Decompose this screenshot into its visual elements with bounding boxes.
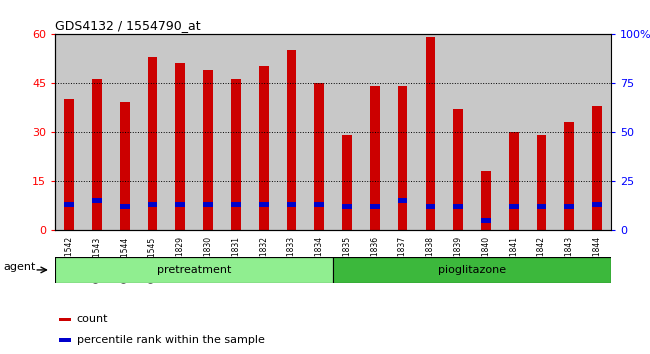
Bar (194, 34, 222, 230)
Bar (92, 80, 102, 230)
Bar (398, 198, 408, 203)
Bar (138, 34, 166, 230)
Bar (231, 202, 240, 207)
Text: pretreatment: pretreatment (157, 265, 231, 275)
Bar (342, 135, 352, 230)
Bar (259, 67, 268, 230)
Bar (342, 204, 352, 209)
Bar (333, 257, 611, 283)
Bar (564, 204, 574, 209)
Bar (481, 218, 491, 223)
Text: count: count (77, 314, 108, 324)
Bar (231, 80, 240, 230)
Bar (426, 37, 436, 230)
Bar (426, 204, 436, 209)
Bar (203, 70, 213, 230)
Bar (306, 34, 333, 230)
Bar (592, 202, 602, 207)
Bar (287, 202, 296, 207)
Bar (120, 102, 129, 230)
Bar (537, 204, 547, 209)
Bar (555, 34, 583, 230)
Bar (222, 34, 250, 230)
Bar (250, 34, 278, 230)
Bar (481, 171, 491, 230)
Bar (453, 204, 463, 209)
Bar (59, 338, 71, 342)
Bar (64, 99, 74, 230)
Bar (472, 34, 500, 230)
Bar (59, 318, 71, 321)
Bar (278, 34, 306, 230)
Bar (176, 63, 185, 230)
Bar (453, 109, 463, 230)
Bar (148, 202, 157, 207)
Bar (509, 204, 519, 209)
Text: percentile rank within the sample: percentile rank within the sample (77, 335, 265, 344)
Bar (564, 122, 574, 230)
Bar (389, 34, 417, 230)
Bar (537, 135, 547, 230)
Bar (64, 202, 74, 207)
Bar (176, 202, 185, 207)
Bar (315, 202, 324, 207)
Text: agent: agent (3, 262, 36, 272)
Bar (500, 34, 528, 230)
Bar (370, 86, 380, 230)
Bar (120, 204, 129, 209)
Bar (203, 202, 213, 207)
Bar (509, 132, 519, 230)
Bar (592, 105, 602, 230)
Bar (111, 34, 138, 230)
Bar (287, 50, 296, 230)
Bar (583, 34, 611, 230)
Bar (92, 198, 102, 203)
Bar (333, 34, 361, 230)
Bar (370, 204, 380, 209)
Bar (55, 257, 333, 283)
Bar (148, 57, 157, 230)
Bar (83, 34, 111, 230)
Bar (315, 83, 324, 230)
Bar (259, 202, 268, 207)
Bar (417, 34, 445, 230)
Bar (55, 34, 83, 230)
Bar (166, 34, 194, 230)
Bar (445, 34, 472, 230)
Bar (398, 86, 408, 230)
Text: pioglitazone: pioglitazone (438, 265, 506, 275)
Bar (361, 34, 389, 230)
Bar (528, 34, 556, 230)
Text: GDS4132 / 1554790_at: GDS4132 / 1554790_at (55, 19, 201, 33)
